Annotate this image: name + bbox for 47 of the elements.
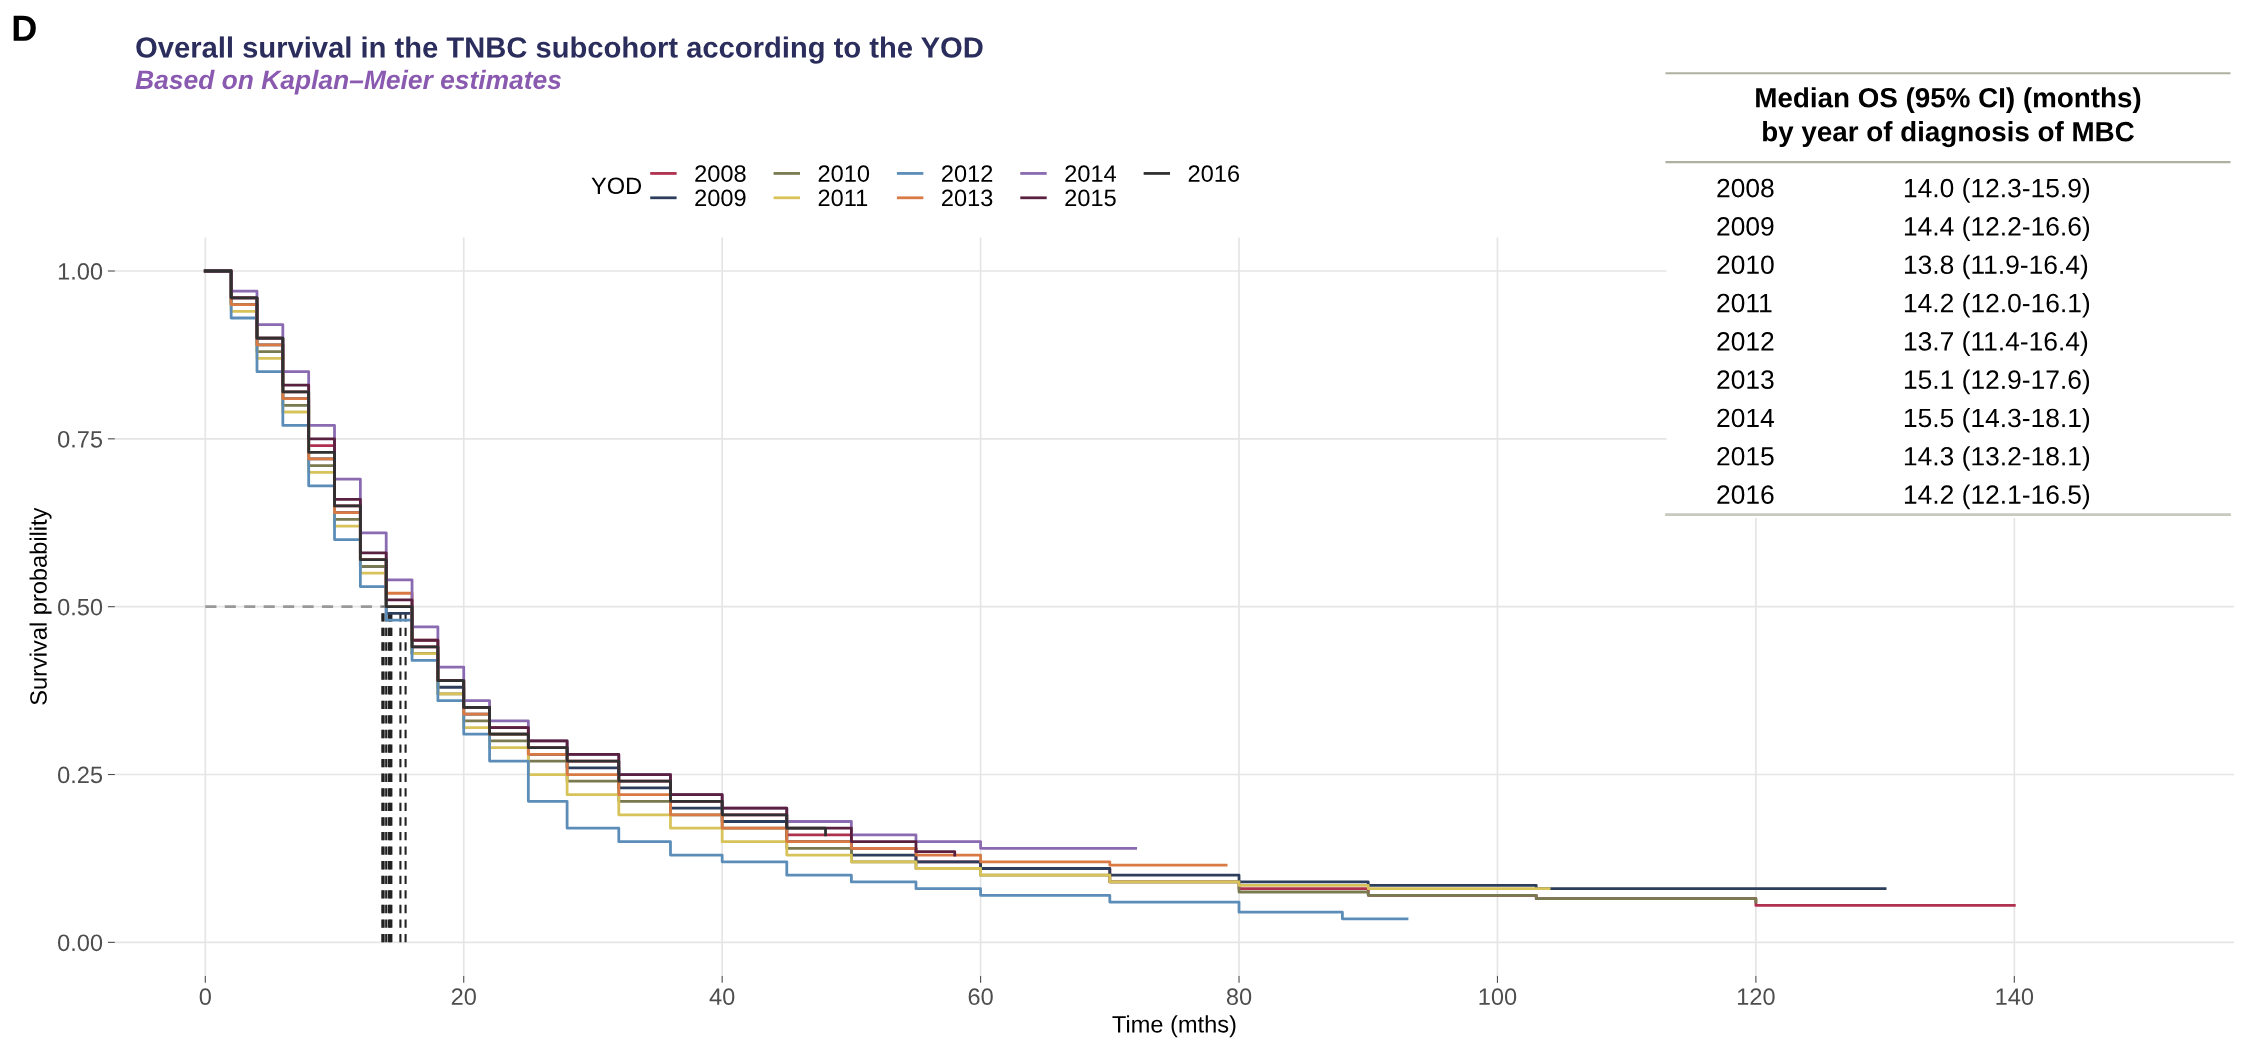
legend-label: 2013 [942,189,993,207]
annotation: 2011 [1717,293,1772,313]
annotation: 2013 [1717,370,1774,389]
annotation: 2010 [1717,255,1774,275]
legend-label: 2014 [1065,165,1117,182]
annotation: 14.3 (13.2-18.1) [1904,446,2090,471]
y-tick-label: 0.50 [58,598,103,616]
legend-label: 2016 [1188,165,1240,182]
annotation: 14.2 (12.1-16.5) [1904,484,2090,510]
y-axis-title: Survival probability [29,507,52,705]
legend-label: 2008 [695,165,746,182]
x-tick-label: 20 [451,988,476,1006]
annotation: 15.1 (12.9-17.6) [1904,369,2090,395]
y-tick-label: 1.00 [58,263,103,280]
text: D [13,15,36,41]
x-axis-title: Time (mths) [1112,1015,1236,1038]
y-tick-label: 0.75 [58,430,103,448]
text: 2009 [1717,217,1774,236]
annotation: 2014 [1717,408,1774,428]
annotation: 2015 [1717,446,1774,466]
text: 2008 [1717,178,1774,198]
legend-label: 2011 [818,189,868,207]
x-tick-label: 80 [1226,988,1252,1006]
legend-title: YOD [591,177,642,195]
annotation: 13.8 (11.9-16.4) [1904,254,2088,280]
annotation: 2012 [1717,332,1774,351]
x-tick-label: 140 [1996,988,2034,1006]
annotation: 2016 [1717,485,1774,504]
chart-title: Overall survival in the TNBC subcohort according to the YOD [136,36,983,64]
legend-label: 2010 [818,165,870,182]
annotation: 13.7 (11.4-16.4) [1904,331,2088,356]
x-tick-label: 100 [1479,988,1517,1006]
legend-label: 2012 [942,165,993,182]
x-tick-label: 120 [1737,988,1775,1006]
annotation: 14.4 (12.2-16.6) [1904,216,2090,241]
x-tick-label: 0 [199,988,211,1006]
x-tick-label: 40 [709,988,735,1006]
legend-label: 2009 [695,189,746,207]
text: Median OS (95% CI) (months) by year of diagnosis of MBC [1756,87,2141,148]
annotation: 15.5 (14.3-18.1) [1904,407,2090,433]
y-tick-label: 0.25 [58,766,103,784]
annotation: 14.2 (12.0-16.1) [1904,293,2090,318]
chart-subtitle: Based on Kaplan–Meier estimates [135,69,561,95]
text: 14.0 (12.3-15.9) [1904,178,2090,203]
y-tick-label: 0.00 [58,934,103,952]
x-tick-label: 60 [968,988,993,1006]
legend-label: 2015 [1065,189,1116,207]
